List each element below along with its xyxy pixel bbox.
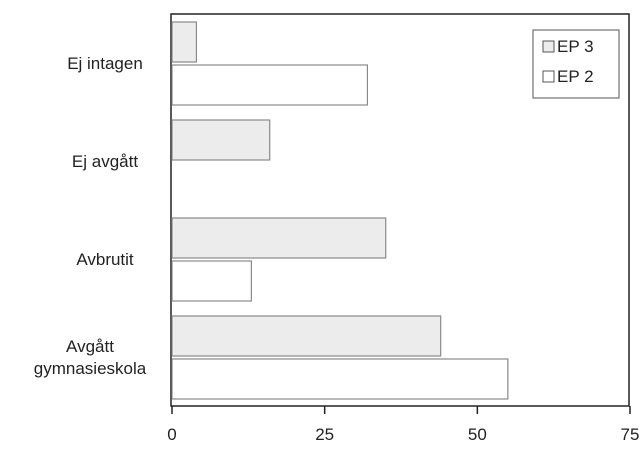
legend-label-1: EP 2 [557, 67, 594, 86]
bar-ep-3-0 [171, 21, 198, 63]
bar-ep-3-2 [171, 217, 387, 259]
legend-swatch-1 [542, 70, 555, 83]
bar-ep-3-1 [171, 119, 271, 161]
bar-ep-2-2 [171, 260, 252, 302]
x-tick-label-3: 75 [621, 425, 640, 444]
category-label-0: Ej intagen [67, 54, 143, 73]
bar-ep-2-0 [171, 64, 369, 106]
x-axis: 0 25 50 75 [167, 406, 639, 444]
x-tick-label-2: 50 [468, 425, 487, 444]
bar-ep-2-3 [171, 358, 509, 400]
bars-layer [171, 21, 509, 400]
category-label-2: Avbrutit [76, 250, 134, 269]
legend-swatch-0 [542, 40, 555, 53]
legend: EP 3 EP 2 [532, 29, 620, 99]
legend-label-0: EP 3 [557, 37, 594, 56]
category-label-3: Avgått gymnasieskola [34, 337, 147, 378]
x-tick-label-1: 25 [315, 425, 334, 444]
bar-ep-3-3 [171, 315, 442, 357]
category-labels: Ej intagen Ej avgått Avbrutit Avgått gymnasi… [34, 54, 147, 378]
x-tick-label-0: 0 [167, 425, 176, 444]
plot-frame [170, 13, 630, 407]
category-label-1: Ej avgått [72, 152, 138, 171]
